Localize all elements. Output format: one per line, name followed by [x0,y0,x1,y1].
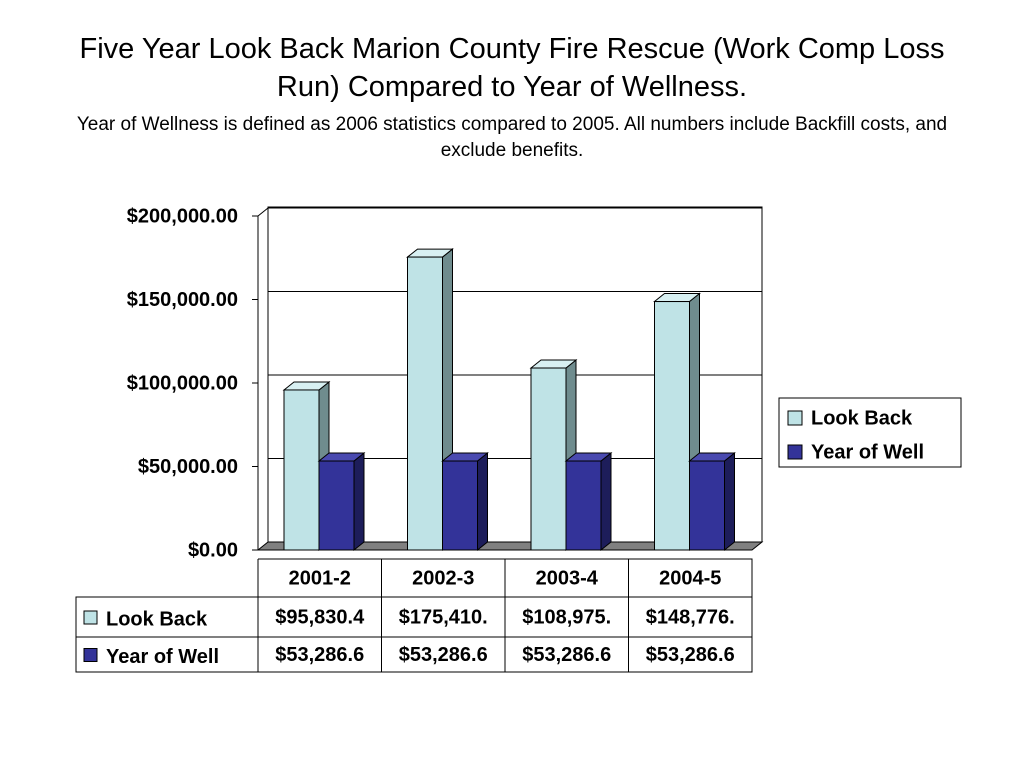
table-value: $175,410. [399,606,488,628]
legend-box [778,397,962,468]
table-legend-swatch [83,648,98,662]
bar-side [724,451,735,552]
legend-label: Year of Well [811,441,924,463]
x-tick-label: 2004-5 [659,567,721,589]
legend-swatch [787,444,803,460]
table-value: $53,286.6 [646,644,735,666]
table-value: $148,776. [646,606,735,628]
bar [654,301,690,551]
table-row-label: Look Back [106,608,208,630]
bar [689,460,725,551]
table-legend-swatch [83,610,98,625]
y-tick-label: $50,000.00 [138,456,238,478]
table-value: $53,286.6 [522,644,611,666]
bar-side [477,451,488,552]
bar [318,460,355,551]
y-axis-depth [257,207,269,217]
chart-title: Five Year Look Back Marion County Fire R… [79,33,945,103]
y-tick-label: $150,000.00 [127,289,238,311]
y-tick-label: $200,000.00 [127,205,238,227]
table-value: $53,286.6 [399,644,488,666]
bar [565,460,602,551]
bar [442,460,478,551]
bar [407,256,443,551]
table-row-label: Year of Well [106,646,219,668]
bar-side [600,451,612,552]
table-value: $95,830.4 [275,606,365,628]
chart-subtitle: Year of Wellness is defined as 2006 stat… [76,114,948,161]
y-tick-label: $100,000.00 [127,372,238,394]
bar [283,389,320,551]
x-tick-label: 2003-4 [536,567,599,589]
table-value: $108,975. [522,606,611,628]
bar-side [353,451,365,552]
x-tick-label: 2001-2 [289,567,351,589]
bar [530,367,567,551]
legend-swatch [787,410,803,426]
y-tick-label: $0.00 [188,539,238,561]
table-border [75,558,753,673]
table-value: $53,286.6 [275,644,364,666]
legend-label: Look Back [811,407,913,429]
x-tick-label: 2002-3 [412,567,474,589]
